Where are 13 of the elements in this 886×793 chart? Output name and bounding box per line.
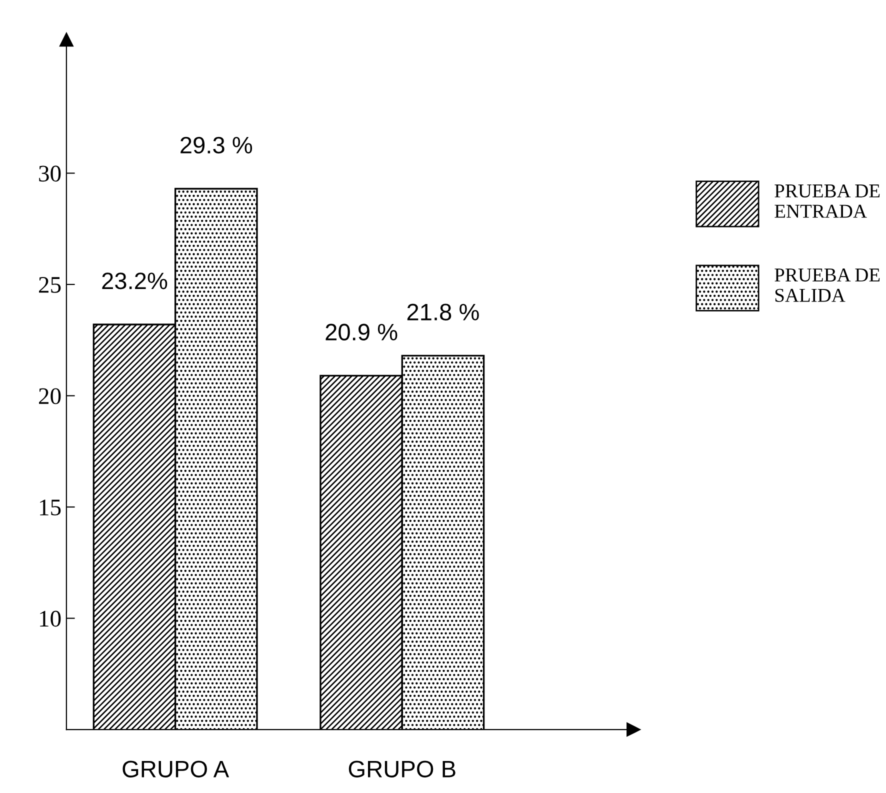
y-tick-label: 10 [40,610,61,627]
x-tick-label: GRUPO A [122,760,230,778]
data-label: 20.9 % [326,324,398,340]
legend-label: PRUEBA DE ENTRADA [774,184,880,218]
y-tick-label: 30 [39,166,61,182]
y-tick-label: 25 [39,277,61,293]
y-tick-label: 15 [40,500,61,516]
data-label: 21.8 % [407,304,479,320]
data-label: 29.3 % [180,136,252,154]
data-label: 23.2% [102,272,168,290]
legend-label: PRUEBA DE SALIDA [774,268,880,302]
y-tick-label: 20 [39,388,61,404]
x-tick-label: GRUPO B [348,760,456,778]
